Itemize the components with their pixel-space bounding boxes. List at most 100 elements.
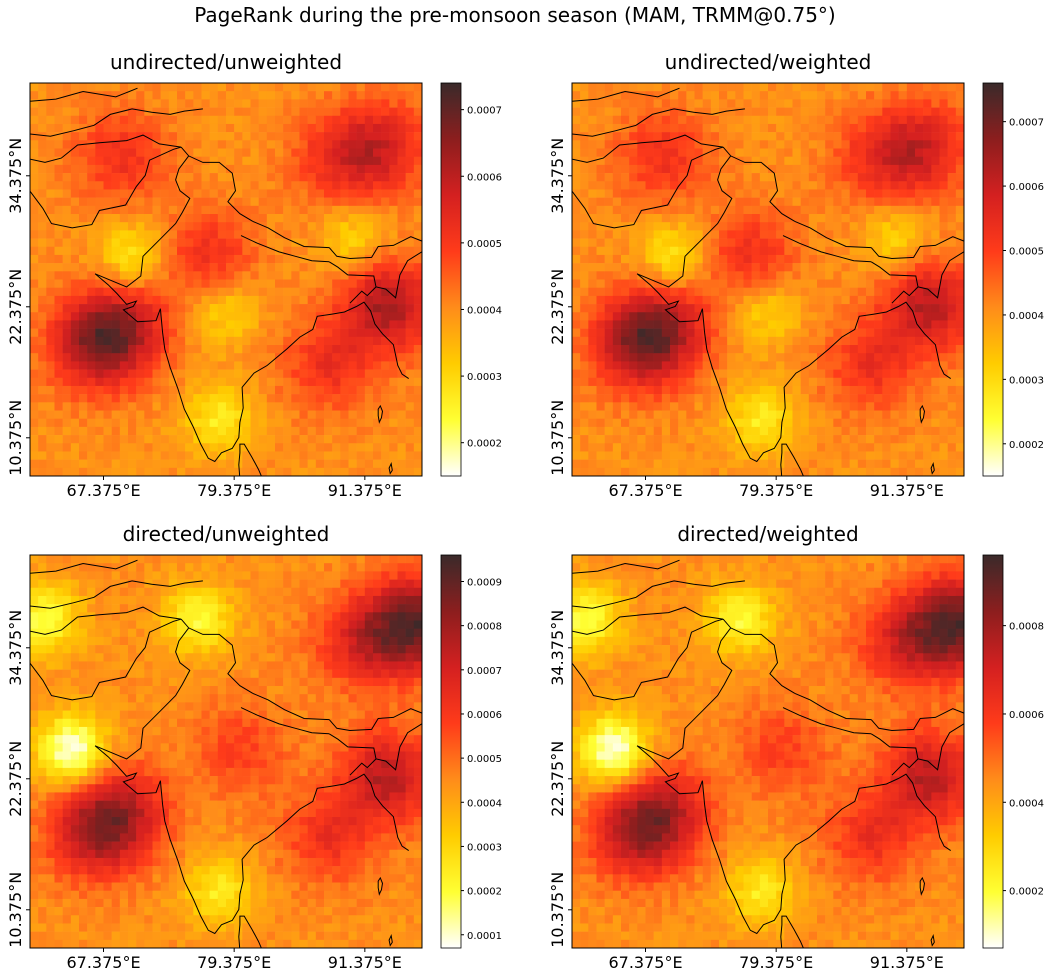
heatmap-cell — [291, 320, 300, 329]
heatmap-cell — [79, 312, 88, 321]
heatmap-cell — [637, 418, 646, 428]
heatmap-cell — [30, 620, 39, 629]
heatmap-cell — [46, 214, 55, 223]
heatmap-cell — [849, 123, 859, 133]
heatmap-cell — [580, 164, 589, 174]
heatmap-cell — [702, 385, 712, 395]
heatmap-cell — [299, 394, 308, 403]
heatmap-cell — [160, 418, 170, 428]
heatmap-cell — [266, 304, 276, 313]
heatmap-cell — [242, 402, 251, 411]
heatmap-cell — [193, 345, 202, 354]
heatmap-cell — [201, 451, 210, 460]
heatmap-cell — [413, 385, 422, 395]
heatmap-cell — [250, 443, 259, 452]
heatmap-cell — [95, 377, 104, 387]
heatmap-cell — [792, 246, 801, 256]
heatmap-cell — [670, 336, 679, 346]
heatmap-cell — [413, 369, 422, 379]
heatmap-cell — [849, 173, 859, 182]
heatmap-cell — [735, 189, 744, 198]
heatmap-cell — [621, 394, 630, 403]
heatmap-cell — [645, 238, 654, 248]
heatmap-cell — [54, 377, 63, 387]
heatmap-cell — [857, 164, 867, 174]
heatmap-cell — [833, 99, 842, 108]
heatmap-cell — [266, 107, 276, 117]
heatmap-cell — [906, 353, 916, 362]
heatmap-cell — [217, 353, 227, 362]
heatmap-cell — [62, 563, 72, 572]
heatmap-cell — [621, 377, 630, 387]
heatmap-cell — [266, 246, 276, 256]
heatmap-cell — [119, 369, 129, 379]
heatmap-cell — [70, 418, 80, 428]
heatmap-cell — [356, 279, 366, 288]
heatmap-cell — [307, 336, 317, 346]
heatmap-cell — [808, 107, 818, 117]
heatmap-cell — [955, 189, 964, 198]
heatmap-cell — [939, 123, 948, 133]
heatmap-cell — [702, 312, 712, 321]
heatmap-cell — [234, 418, 243, 428]
heatmap-cell — [874, 181, 883, 190]
heatmap-cell — [743, 410, 752, 419]
heatmap-cell — [572, 304, 581, 313]
heatmap-cell — [250, 181, 259, 190]
heatmap-cell — [95, 140, 104, 149]
heatmap-cell — [661, 222, 671, 231]
heatmap-cell — [743, 214, 752, 223]
heatmap-cell — [54, 792, 63, 801]
heatmap-cell — [727, 107, 736, 117]
heatmap-cell — [637, 353, 646, 362]
heatmap-cell — [923, 173, 932, 182]
heatmap-cell — [629, 328, 638, 338]
heatmap-cell — [46, 587, 55, 597]
heatmap-cell — [38, 694, 47, 703]
heatmap-cell — [588, 164, 597, 174]
heatmap-cell — [800, 91, 810, 100]
heatmap-cell — [397, 214, 406, 223]
heatmap-cell — [266, 214, 276, 223]
heatmap-cell — [751, 148, 761, 157]
heatmap-cell — [373, 385, 382, 395]
heatmap-cell — [46, 410, 55, 419]
heatmap-cell — [234, 451, 243, 460]
heatmap-cell — [735, 99, 744, 108]
heatmap-cell — [348, 345, 357, 354]
heatmap-cell — [226, 107, 235, 117]
heatmap-cell — [70, 83, 80, 92]
heatmap-cell — [324, 197, 333, 207]
heatmap-cell — [397, 402, 406, 411]
heatmap-cell — [111, 361, 121, 370]
heatmap-cell — [637, 361, 646, 370]
heatmap-cell — [906, 254, 916, 264]
heatmap-cell — [79, 385, 88, 395]
heatmap-cell — [217, 115, 227, 125]
heatmap-cell — [931, 287, 940, 297]
heatmap-cell — [397, 132, 406, 141]
heatmap-cell — [882, 279, 891, 288]
heatmap-cell — [661, 467, 671, 476]
heatmap-cell — [160, 222, 170, 231]
heatmap-cell — [144, 115, 153, 125]
heatmap-cell — [119, 140, 129, 149]
heatmap-cell — [242, 91, 251, 100]
heatmap-cell — [817, 353, 826, 362]
heatmap-cell — [152, 115, 161, 125]
heatmap-cell — [719, 353, 728, 362]
heatmap-cell — [882, 164, 891, 174]
heatmap-cell — [629, 418, 638, 428]
heatmap-cell — [629, 181, 638, 190]
panel-title: undirected/unweighted — [110, 50, 342, 74]
heatmap-cell — [621, 214, 630, 223]
heatmap-cell — [46, 874, 55, 883]
heatmap-cell — [266, 287, 276, 297]
heatmap-cell — [291, 148, 300, 157]
heatmap-cell — [735, 410, 744, 419]
heatmap-cell — [710, 148, 720, 157]
heatmap-cell — [103, 328, 112, 338]
heatmap-cell — [890, 435, 899, 444]
heatmap-cell — [152, 205, 161, 215]
heatmap-cell — [389, 345, 398, 354]
